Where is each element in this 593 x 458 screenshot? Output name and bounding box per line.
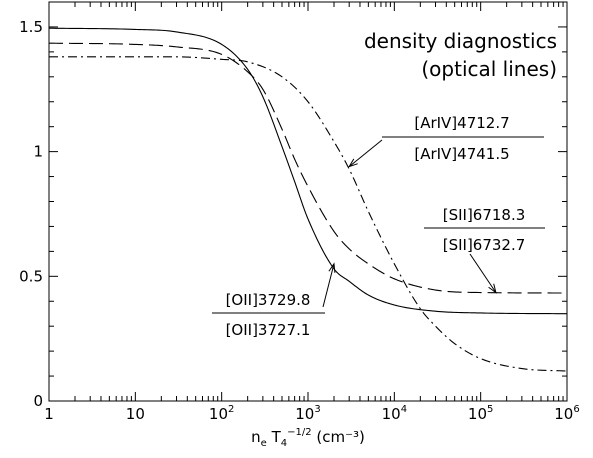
annotation-arrowhead	[328, 262, 336, 273]
annotation-arrow	[469, 253, 497, 293]
x-tick-label: 10	[126, 405, 145, 423]
y-tick-label: 0.5	[19, 267, 43, 285]
annotation-arrowhead	[488, 283, 497, 294]
y-tick-label: 1	[33, 143, 43, 161]
x-axis-label: ne T4−1/2 (cm⁻³)	[251, 427, 365, 449]
x-tick-label-exponent: 5	[487, 404, 493, 415]
annotation-denominator: [OII]3727.1	[226, 321, 311, 339]
series-line-solid	[48, 27, 568, 315]
annotation-arrowhead	[348, 158, 358, 168]
chart-title: density diagnostics	[364, 29, 557, 53]
annotation-denominator: [ArIV]4741.5	[414, 145, 509, 163]
x-axis-label-sub-e: e	[261, 438, 267, 449]
axis-ticks	[48, 1, 568, 402]
x-tick-label-base: 10	[209, 405, 228, 423]
annotation-ratio: [ArIV]4712.7 [ArIV]4741.5	[348, 114, 544, 168]
x-axis-label-units: (cm⁻³)	[312, 428, 365, 446]
annotation-numerator: [ArIV]4712.7	[414, 114, 509, 132]
series-layer	[48, 27, 568, 372]
x-tick-label: 104	[382, 404, 407, 423]
x-tick-label: 1	[44, 405, 54, 423]
annotation-denominator: [SII]6732.7	[443, 236, 526, 254]
x-tick-label-exponent: 4	[401, 404, 407, 415]
annotation-ratio: [SII]6718.3 [SII]6732.7	[424, 206, 545, 294]
y-tick-label: 1.5	[19, 18, 43, 36]
series-line-dashdot	[49, 56, 568, 372]
x-axis-label-n: n	[251, 428, 261, 446]
x-tick-label: 103	[295, 404, 320, 423]
annotation-ratio: [OII]3729.8 [OII]3727.1	[212, 262, 336, 339]
annotation-numerator: [SII]6718.3	[443, 206, 526, 224]
x-tick-label-exponent: 6	[573, 404, 579, 415]
annotation-numerator: [OII]3729.8	[226, 291, 311, 309]
y-tick-label: 0	[33, 392, 43, 410]
annotations: [ArIV]4712.7[ArIV]4741.5[SII]6718.3[SII]…	[212, 114, 545, 339]
x-axis-label-sub-4: 4	[281, 438, 287, 449]
x-tick-label-base: 10	[295, 405, 314, 423]
annotation-arrow	[348, 139, 383, 167]
chart-subtitle: (optical lines)	[421, 57, 557, 81]
x-tick-label-base: 10	[382, 405, 401, 423]
series-line-dashed	[48, 42, 568, 294]
x-tick-label-exponent: 2	[228, 404, 234, 415]
x-tick-label-base: 10	[468, 405, 487, 423]
x-axis-label-t: T	[267, 428, 282, 446]
x-tick-label-base: 10	[554, 405, 573, 423]
x-tick-label: 102	[209, 404, 234, 423]
x-tick-label: 106	[554, 404, 579, 423]
x-tick-label-exponent: 3	[314, 404, 320, 415]
x-axis-label-exp: −1/2	[287, 427, 311, 438]
x-tick-label: 105	[468, 404, 493, 423]
annotation-arrow	[322, 263, 335, 308]
